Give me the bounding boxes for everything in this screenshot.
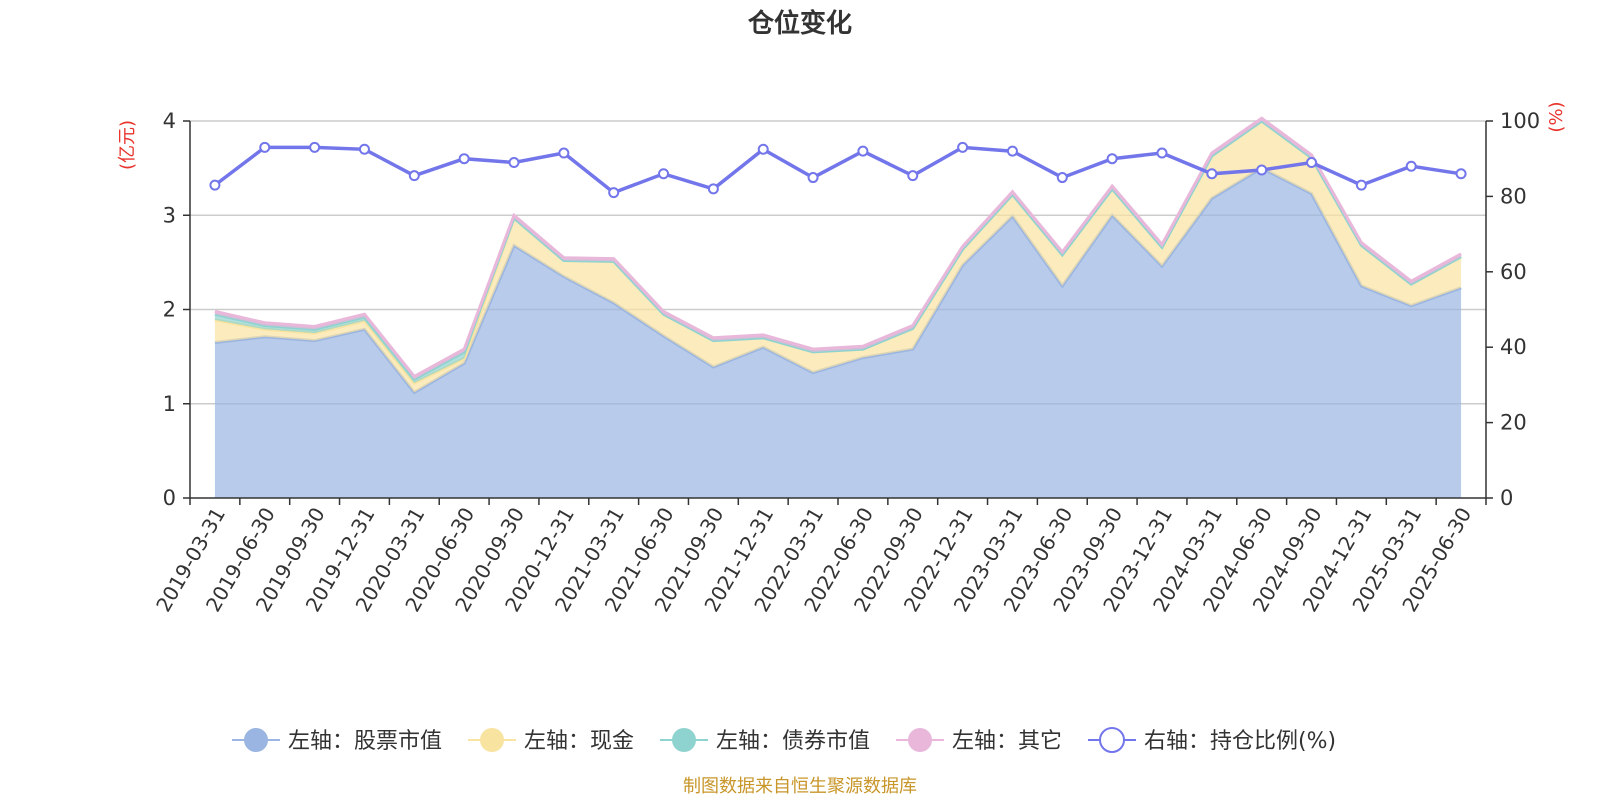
- ratio-point: [558, 147, 570, 159]
- source-note: 制图数据来自恒生聚源数据库: [683, 776, 917, 797]
- ratio-point: [757, 143, 769, 155]
- legend-item: 左轴：股票市值: [232, 728, 442, 754]
- left-y-tick-label: 2: [163, 298, 176, 322]
- legend-marker-icon: [672, 728, 696, 752]
- left-axis-unit: (亿元): [117, 120, 138, 170]
- ratio-point: [408, 170, 420, 182]
- ratio-point: [1256, 164, 1268, 176]
- left-y-tick-label: 0: [163, 486, 176, 510]
- left-y-tick-label: 3: [163, 203, 176, 227]
- right-axis-unit: (%): [1546, 101, 1567, 132]
- legend-marker-icon: [244, 728, 268, 752]
- ratio-line-series: [209, 141, 1467, 199]
- ratio-point: [259, 141, 271, 153]
- right-y-tick-label: 40: [1500, 335, 1527, 359]
- ratio-point: [658, 168, 670, 180]
- legend-label: 右轴：持仓比例(%): [1144, 729, 1336, 754]
- legend-marker-icon: [908, 728, 932, 752]
- ratio-point: [358, 143, 370, 155]
- stacked-areas: [214, 116, 1462, 498]
- right-y-tick-label: 0: [1500, 486, 1513, 510]
- ratio-point: [508, 156, 520, 168]
- left-y-tick-label: 4: [163, 109, 176, 133]
- ratio-point: [1405, 160, 1417, 172]
- chart-title: 仓位变化: [747, 8, 852, 39]
- legend-item: 左轴：其它: [896, 728, 1062, 754]
- legend-marker-icon: [1099, 727, 1125, 753]
- legend-label: 左轴：债券市值: [716, 729, 870, 754]
- legend: 左轴：股票市值 左轴：现金 左轴：债券市值 左轴：其它 右轴：持仓比例(%): [232, 727, 1336, 754]
- area-line-左轴：其它: [214, 116, 1462, 379]
- legend-item: 左轴：债券市值: [660, 728, 870, 754]
- ratio-point: [1056, 172, 1068, 184]
- legend-item: 左轴：现金: [468, 728, 634, 754]
- ratio-point: [707, 183, 719, 195]
- ratio-point: [1455, 168, 1467, 180]
- ratio-point: [1106, 153, 1118, 165]
- right-y-tick-label: 60: [1500, 260, 1527, 284]
- ratio-line: [213, 145, 1462, 195]
- ratio-point: [309, 141, 321, 153]
- ratio-point: [1206, 168, 1218, 180]
- area-左轴：股票市值: [214, 168, 1462, 498]
- ratio-point: [857, 145, 869, 157]
- ratio-point: [1006, 145, 1018, 157]
- legend-label: 左轴：现金: [524, 729, 634, 754]
- right-y-tick-label: 80: [1500, 184, 1527, 208]
- ratio-point: [608, 187, 620, 199]
- ratio-point: [209, 179, 221, 191]
- right-y-tick-label: 100: [1500, 109, 1540, 133]
- legend-item: 右轴：持仓比例(%): [1088, 727, 1336, 754]
- ratio-point: [1306, 156, 1318, 168]
- ratio-point: [907, 170, 919, 182]
- ratio-point: [1355, 179, 1367, 191]
- ratio-point: [957, 141, 969, 153]
- ratio-point: [458, 153, 470, 165]
- right-y-tick-label: 20: [1500, 411, 1527, 435]
- legend-label: 左轴：其它: [952, 729, 1062, 754]
- legend-label: 左轴：股票市值: [288, 729, 442, 754]
- legend-marker-icon: [480, 728, 504, 752]
- ratio-point: [1156, 147, 1168, 159]
- left-y-tick-label: 1: [163, 392, 176, 416]
- ratio-point: [807, 172, 819, 184]
